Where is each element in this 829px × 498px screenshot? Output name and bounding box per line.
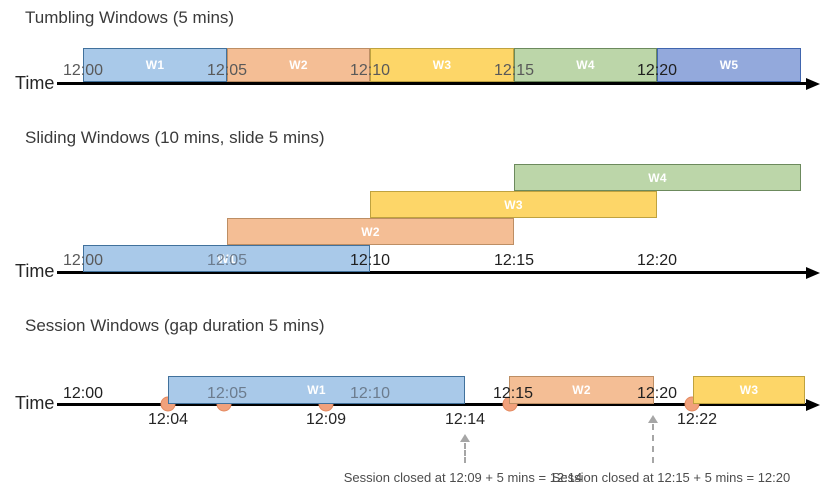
session-window-w2: W2 xyxy=(509,376,654,404)
tumbling-tick-1205: 12:05 xyxy=(206,62,248,79)
sliding-axis-arrow-icon xyxy=(806,267,820,279)
sliding-tick-1205: 12:05 xyxy=(206,252,248,269)
tumbling-title: Tumbling Windows (5 mins) xyxy=(25,8,235,27)
window-label: W4 xyxy=(648,170,667,185)
sliding-title: Sliding Windows (10 mins, slide 5 mins) xyxy=(25,128,325,147)
window-label: W3 xyxy=(432,58,452,72)
session-time-axis xyxy=(57,403,808,406)
session-close-arrow-line xyxy=(652,424,654,463)
window-label: W1 xyxy=(307,383,326,397)
session-close-arrowhead-icon xyxy=(648,415,658,423)
session-close-annotation-2: Session closed at 12:15 + 5 mins = 12:20 xyxy=(551,470,791,485)
window-label: W3 xyxy=(739,383,759,397)
sliding-window-w1: W1 xyxy=(83,245,370,272)
event-time-1222: 12:22 xyxy=(676,411,718,428)
tumbling-time-label: Time xyxy=(15,73,55,93)
window-label: W1 xyxy=(217,251,236,266)
sliding-time-label: Time xyxy=(15,261,55,281)
window-label: W1 xyxy=(145,58,165,72)
sliding-tick-1220: 12:20 xyxy=(636,252,678,269)
window-label: W2 xyxy=(361,224,380,239)
session-tick-1210: 12:10 xyxy=(349,385,391,402)
session-time-label: Time xyxy=(15,393,55,413)
tumbling-tick-1215: 12:15 xyxy=(493,62,535,79)
window-label: W2 xyxy=(289,58,308,72)
session-tick-1200: 12:00 xyxy=(62,385,104,402)
tumbling-window-w4: W4 xyxy=(514,48,657,82)
session-close-arrow-line xyxy=(464,443,466,463)
session-title: Session Windows (gap duration 5 mins) xyxy=(25,316,325,335)
window-label: W3 xyxy=(504,197,523,212)
event-time-1214: 12:14 xyxy=(444,411,486,428)
tumbling-window-w5: W5 xyxy=(657,48,801,82)
session-window-w1: W1 xyxy=(168,376,465,404)
sliding-tick-1200: 12:00 xyxy=(62,252,104,269)
tumbling-window-w1: W1 xyxy=(83,48,227,82)
tumbling-time-axis xyxy=(57,82,808,85)
window-label: W5 xyxy=(719,58,739,72)
session-window-w3: W3 xyxy=(693,376,805,404)
tumbling-tick-1210: 12:10 xyxy=(349,62,391,79)
tumbling-tick-1220: 12:20 xyxy=(636,62,678,79)
session-tick-1220: 12:20 xyxy=(636,385,678,402)
sliding-time-axis xyxy=(57,271,808,274)
session-tick-1205: 12:05 xyxy=(206,385,248,402)
sliding-tick-1215: 12:15 xyxy=(493,252,535,269)
event-time-1204: 12:04 xyxy=(147,411,189,428)
tumbling-axis-arrow-icon xyxy=(806,78,820,90)
sliding-tick-1210: 12:10 xyxy=(349,252,391,269)
sliding-window-w4: W4 xyxy=(514,164,801,191)
session-axis-arrow-icon xyxy=(806,399,820,411)
session-tick-1215: 12:15 xyxy=(492,385,534,402)
event-time-1209: 12:09 xyxy=(305,411,347,428)
window-label: W2 xyxy=(572,383,591,397)
tumbling-window-w2: W2 xyxy=(227,48,370,82)
sliding-window-w3: W3 xyxy=(370,191,657,218)
sliding-window-w2: W2 xyxy=(227,218,514,245)
window-label: W4 xyxy=(576,58,595,72)
tumbling-tick-1200: 12:00 xyxy=(62,62,104,79)
tumbling-window-w3: W3 xyxy=(370,48,514,82)
session-close-annotation-1: Session closed at 12:09 + 5 mins = 12:14 xyxy=(343,470,583,485)
session-close-arrowhead-icon xyxy=(460,434,470,442)
